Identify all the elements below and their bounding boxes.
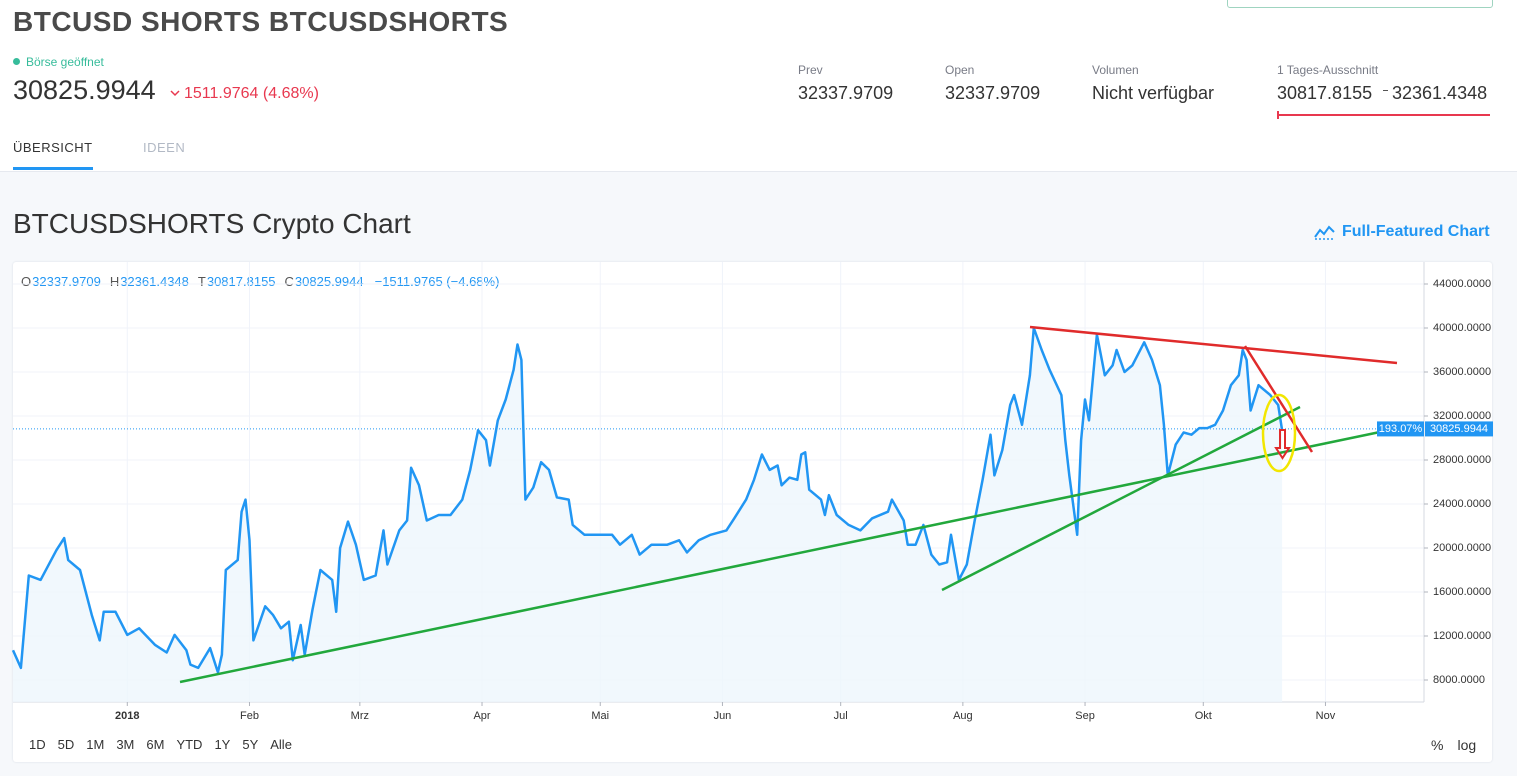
x-tick-label: Okt [1195,710,1212,722]
range-buttons: 1D 5D 1M 3M 6M YTD 1Y 5Y Alle [29,737,292,752]
chart-icon [1314,225,1335,240]
range-button[interactable]: 1D [29,737,46,752]
range-button[interactable]: YTD [176,737,203,752]
trend-line [179,430,1381,684]
status-dot [13,58,20,65]
range-separator [1383,90,1388,91]
ohlc-value: 30825.9944 [294,274,364,289]
ohlc-value: 30817.8155 [206,274,276,289]
section-title: BTCUSDSHORTS Crypto Chart [13,208,411,239]
axes: 8000.0000 12000.0000 16000.0000 20000.0000 2… [115,278,1493,722]
trend-line [1029,325,1398,365]
price-tag [1425,421,1493,437]
y-tick-label: 44000.0000 [1433,278,1491,290]
y-tick-label: 28000.0000 [1433,454,1491,466]
stat-value: Nicht verfügbar [1092,83,1215,103]
stat-label: Volumen [1092,63,1139,77]
y-tick-label: 20000.0000 [1433,542,1491,554]
y-tick-label: 40000.0000 [1433,322,1491,334]
x-tick-label: 2018 [115,710,139,722]
tab-active[interactable]: ÜBERSICHT [13,140,93,155]
ohlc-change: −1511.9765 (−4.68%) [374,274,500,289]
page-title: BTCUSD SHORTS BTCUSDSHORTS [13,6,509,37]
range-marker [1277,111,1279,119]
range-button[interactable]: 3M [116,737,135,752]
tab-underline [13,167,93,170]
market-status: Börse geöffnet [26,55,104,69]
trend-line [941,405,1301,592]
x-tick-label: Mrz [351,710,369,722]
ohlc-label: O [21,274,32,289]
top-button-frame[interactable] [1227,0,1493,8]
scale-buttons: % log [1431,737,1476,753]
y-tick-label: 8000.0000 [1433,674,1485,686]
range-bar [1277,114,1490,116]
ohlc-legend: O 32337.9709 H 32361.4348 T 30817.8155 C 30825.… [21,274,499,289]
price-line [11,326,1284,674]
annotations [179,325,1398,684]
tab[interactable]: IDEEN [143,140,186,155]
scale-button[interactable]: % [1431,737,1444,753]
x-tick-label: Sep [1075,710,1095,722]
full-chart-link[interactable]: Full-Featured Chart [1342,223,1490,240]
range-button[interactable]: 5Y [242,737,259,752]
stat-label: 1 Tages-Ausschnitt [1277,63,1379,77]
down-caret [170,90,180,97]
range-button[interactable]: 1Y [214,737,231,752]
down-arrow [1274,429,1291,460]
x-tick-label: Jun [714,710,732,722]
range-button[interactable]: 6M [146,737,165,752]
percent-tag-label: 193.07% [1379,423,1423,435]
highlight-ellipse [1261,393,1297,473]
y-tick-label: 32000.0000 [1433,410,1491,422]
scale-button[interactable]: log [1457,737,1477,753]
range-button[interactable]: 1M [86,737,105,752]
x-tick-label: Mai [591,710,609,722]
y-tick-label: 24000.0000 [1433,498,1491,510]
ohlc-label: H [109,274,120,289]
ohlc-value: 32337.9709 [32,274,101,289]
x-tick-label: Apr [473,710,490,722]
price-tag-label: 30825.9944 [1430,423,1488,435]
range-high: 32361.4348 [1392,83,1488,103]
x-tick-label: Aug [953,710,973,722]
x-tick-label: Jul [834,710,848,722]
stat-value: 32337.9709 [945,83,1041,103]
trend-line [1243,345,1314,453]
stat-label: Prev [798,63,823,77]
ohlc-label: T [197,274,206,289]
y-tick-label: 36000.0000 [1433,366,1491,378]
y-tick-label: 12000.0000 [1433,630,1491,642]
y-tick-label: 16000.0000 [1433,586,1491,598]
price: 30825.9944 [13,75,156,105]
price-change: 1511.9764 (4.68%) [184,85,319,102]
range-button[interactable]: Alle [270,737,292,752]
range-button[interactable]: 5D [57,737,75,752]
percent-tag [1377,421,1424,437]
ohlc-label: C [284,274,294,289]
series [11,326,1424,702]
x-tick-label: Feb [240,710,259,722]
x-tick-label: Nov [1316,710,1336,722]
area [13,328,1283,702]
ohlc-value: 32361.4348 [120,274,189,289]
stat-value: 32337.9709 [798,83,894,103]
range-low: 30817.8155 [1277,83,1373,103]
stat-label: Open [945,63,975,77]
